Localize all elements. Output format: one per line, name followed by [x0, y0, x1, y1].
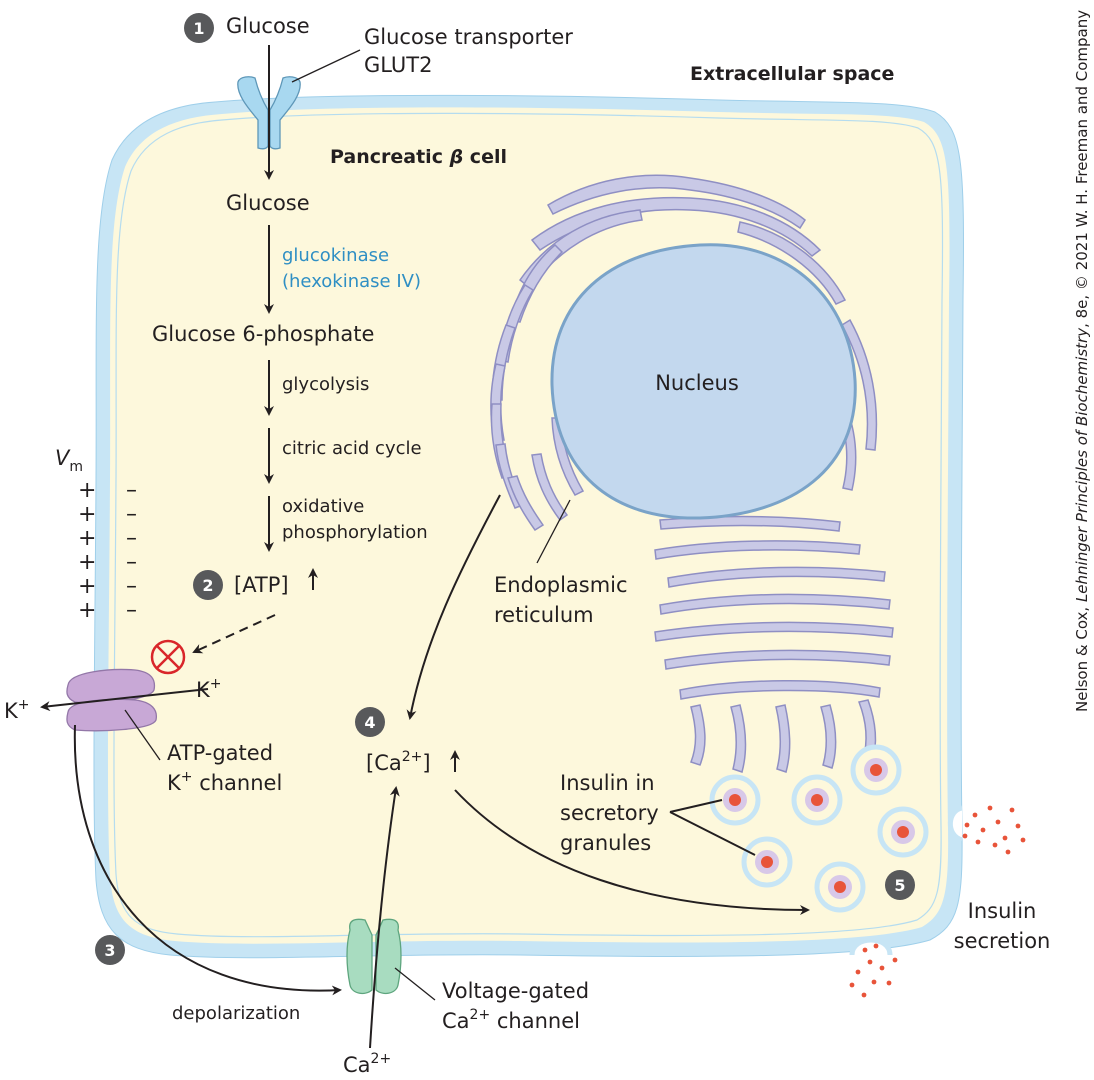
inhibition-icon: [150, 639, 186, 675]
oxphos-label-line1: oxidative: [282, 496, 364, 517]
g6p-label: Glucose 6-phosphate: [152, 322, 374, 346]
nucleus: [550, 243, 857, 520]
secretion-label-line2: secretion: [954, 929, 1051, 953]
minus-sign: –: [126, 598, 137, 623]
granules-label-line1: Insulin in: [560, 771, 655, 795]
plus-sign: +: [78, 550, 96, 575]
minus-sign: –: [126, 550, 137, 575]
plus-sign: +: [78, 478, 96, 503]
svg-text:4: 4: [364, 713, 375, 732]
arrow-k-efflux: [40, 688, 209, 712]
step-1-badge: 1: [184, 13, 214, 43]
step-3-badge: 3: [95, 935, 125, 965]
minus-sign: –: [126, 478, 137, 503]
step-2-badge: 2: [193, 570, 223, 600]
k-inside-label: K+: [196, 676, 222, 702]
granule: [709, 774, 761, 826]
secretion-label-line1: Insulin: [968, 899, 1037, 923]
glucose-inside-label: Glucose: [226, 191, 310, 215]
granule: [741, 836, 793, 888]
granule-leader-lines: [669, 799, 756, 856]
nucleus-label: Nucleus: [655, 371, 739, 395]
glut2-transporter: [237, 76, 301, 150]
cell-title: Pancreatic β cell: [330, 146, 507, 168]
transporter-label-line1: Glucose transporter: [364, 25, 573, 49]
glut2-leader-line: [291, 49, 361, 83]
enzyme-label-line2: (hexokinase IV): [282, 271, 421, 292]
ca-outside-label: Ca2+: [343, 1051, 391, 1077]
er-label-line2: reticulum: [494, 603, 594, 627]
plus-sign: +: [78, 526, 96, 551]
step-4-badge: 4: [355, 707, 385, 737]
vm-label: Vm: [55, 446, 83, 475]
atp-label: [ATP]: [234, 573, 289, 597]
minus-sign: –: [126, 502, 137, 527]
endoplasmic-reticulum: [490, 174, 894, 773]
glucose-outside-label: Glucose: [226, 14, 310, 38]
plus-sign: +: [78, 598, 96, 623]
vgcc-label-line1: Voltage-gated: [442, 979, 589, 1003]
vgcc-label-line2: Ca2+ channel: [442, 1007, 580, 1033]
er-leader-line: [536, 499, 571, 564]
membrane-potential: Vm + – + – + – + – + – + –: [55, 446, 137, 623]
pathway-arrows: [40, 45, 810, 1049]
vgcc-leader-line: [394, 967, 436, 1001]
transporter-label-line2: GLUT2: [364, 53, 433, 77]
svg-text:1: 1: [193, 19, 204, 38]
svg-text:3: 3: [104, 941, 115, 960]
granule: [850, 744, 902, 796]
step-badges: 1 2 3 4 5: [95, 13, 915, 965]
exocytosis-right: [947, 805, 964, 843]
vgcc-channel: [346, 918, 402, 995]
oxphos-label-line2: phosphorylation: [282, 522, 428, 543]
extracellular-label: Extracellular space: [690, 63, 894, 85]
granules-label-line3: granules: [560, 831, 651, 855]
katp-label-line2: K+ channel: [167, 769, 282, 795]
svg-text:5: 5: [894, 876, 905, 895]
plus-sign: +: [78, 502, 96, 527]
plus-signs: + – + – + – + – + – + –: [78, 478, 137, 623]
step-5-badge: 5: [885, 870, 915, 900]
plus-sign: +: [78, 574, 96, 599]
cell-inner-edge: [113, 112, 944, 938]
secretory-granules: [709, 744, 929, 913]
arrow-exocytosis: [454, 789, 810, 915]
depolarization-label: depolarization: [172, 1003, 300, 1024]
arrow-er-release: [406, 494, 501, 720]
exocytosis-bottom: [849, 937, 893, 956]
enzyme-label-line1: glucokinase: [282, 245, 389, 266]
arrow-ca-influx: [369, 786, 400, 1049]
granule: [877, 806, 929, 858]
credit-line: Nelson & Cox, Lehninger Principles of Bi…: [1073, 10, 1091, 712]
glycolysis-label: glycolysis: [282, 374, 369, 395]
granule: [814, 861, 866, 913]
er-label-line1: Endoplasmic: [494, 573, 628, 597]
granule: [791, 774, 843, 826]
secreted-insulin-dots: [849, 805, 1026, 998]
minus-sign: –: [126, 526, 137, 551]
katp-label-line1: ATP-gated: [167, 741, 273, 765]
k-outside-label: K+: [4, 697, 30, 723]
svg-text:2: 2: [202, 576, 213, 595]
cac-label: citric acid cycle: [282, 438, 422, 459]
katp-leader-line: [124, 709, 161, 761]
ca-inside-label: [Ca2+]: [366, 749, 431, 775]
minus-sign: –: [126, 574, 137, 599]
granules-label-line2: secretory: [560, 801, 659, 825]
arrow-depolarization: [73, 724, 342, 996]
